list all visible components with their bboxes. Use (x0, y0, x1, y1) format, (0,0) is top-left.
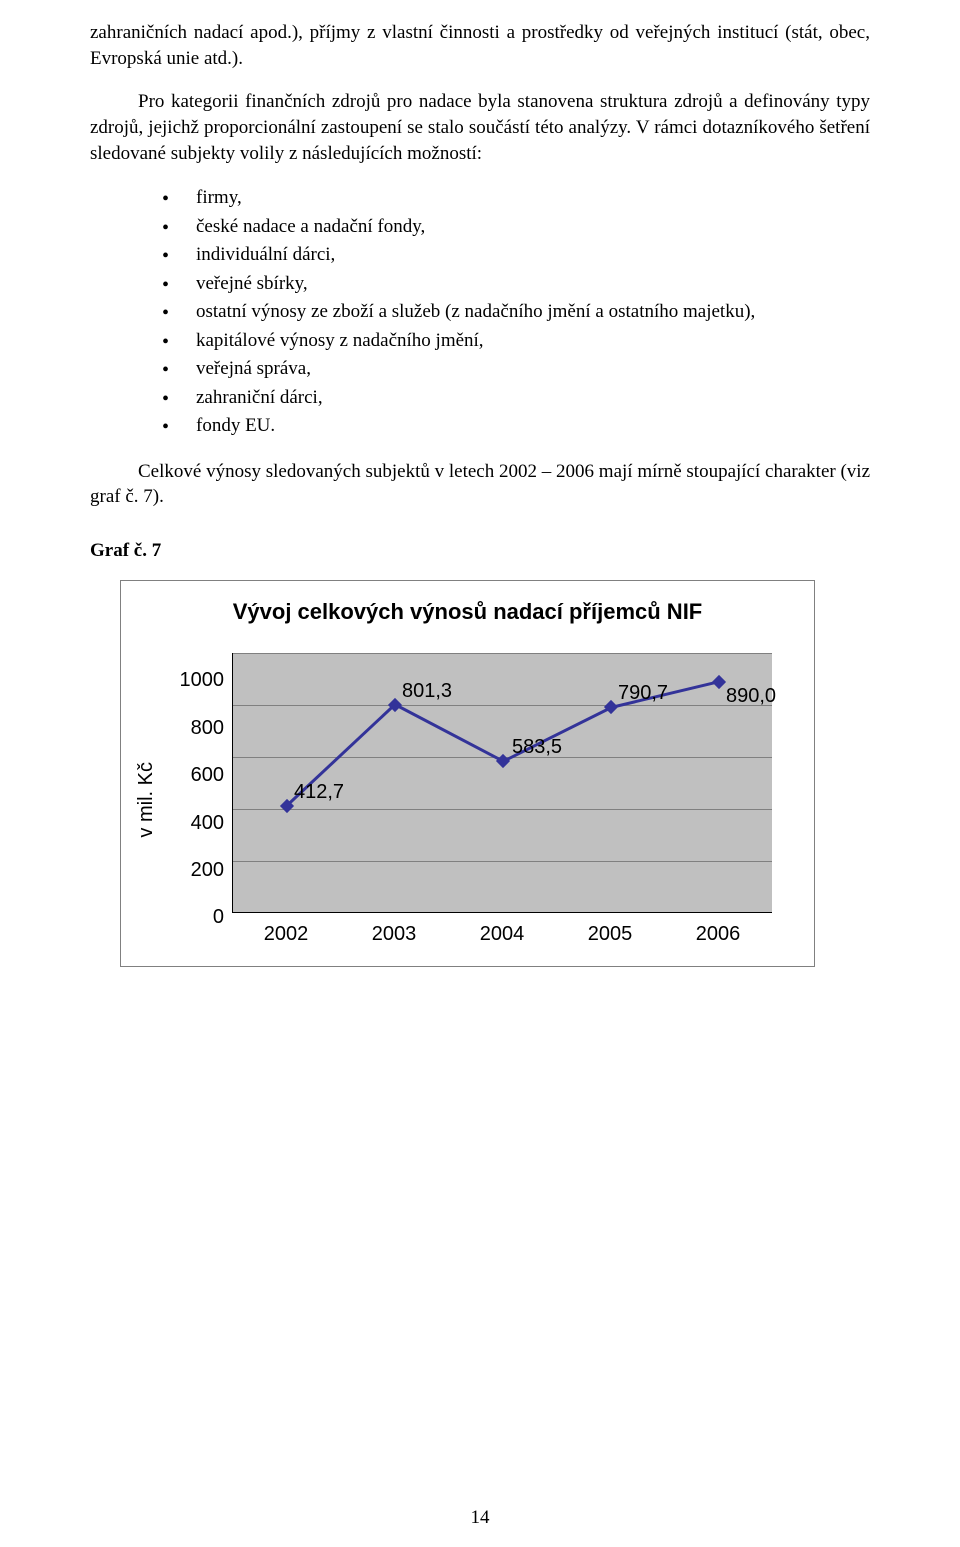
chart-y-tick-label: 800 (191, 717, 224, 740)
list-item: zahraniční dárci, (162, 384, 870, 413)
page-number: 14 (0, 1507, 960, 1529)
list-item: ostatní výnosy ze zboží a služeb (z nada… (162, 298, 870, 327)
chart-y-tick-label: 600 (191, 764, 224, 787)
chart-data-label: 801,3 (402, 680, 452, 703)
bullet-list: firmy, české nadace a nadační fondy, ind… (90, 184, 870, 441)
chart-y-tick-label: 1000 (180, 669, 225, 692)
list-item: firmy, (162, 184, 870, 213)
chart-y-axis-label: v mil. Kč (129, 762, 164, 838)
list-item: české nadace a nadační fondy, (162, 213, 870, 242)
chart-heading: Graf č. 7 (90, 540, 870, 562)
chart-x-tick-label: 2004 (480, 923, 525, 946)
list-item: individuální dárci, (162, 241, 870, 270)
chart-x-tick-label: 2002 (264, 923, 309, 946)
chart-title: Vývoj celkových výnosů nadací příjemců N… (129, 599, 806, 625)
chart-y-tick-label: 0 (213, 906, 224, 929)
chart-plot-wrap: 412,7801,3583,5790,7890,0 20022003200420… (232, 653, 772, 946)
chart-gridline (233, 861, 772, 862)
chart-gridline (233, 809, 772, 810)
chart-x-tick-label: 2006 (696, 923, 741, 946)
chart-data-label: 583,5 (512, 736, 562, 759)
list-item: kapitálové výnosy z nadačního jmění, (162, 327, 870, 356)
list-item: veřejná správa, (162, 355, 870, 384)
chart-x-tick-label: 2003 (372, 923, 417, 946)
chart-frame: Vývoj celkových výnosů nadací příjemců N… (120, 580, 815, 967)
list-item: fondy EU. (162, 412, 870, 441)
list-item: veřejné sbírky, (162, 270, 870, 299)
paragraph-2: Pro kategorii finančních zdrojů pro nada… (90, 89, 870, 166)
chart-plot-area: 412,7801,3583,5790,7890,0 (232, 653, 772, 913)
chart-data-label: 890,0 (726, 685, 776, 708)
chart-y-tick-label: 400 (191, 812, 224, 835)
chart-body: v mil. Kč 1000 800 600 400 200 0 412,7 801,3 58… (129, 653, 806, 946)
chart-data-label: 412,7 (294, 781, 344, 804)
chart-x-tick-label: 2005 (588, 923, 633, 946)
chart-data-label: 790,7 (618, 682, 668, 705)
chart-x-axis-ticks: 2002 2003 2004 2005 2006 (232, 923, 772, 946)
chart-gridline (233, 705, 772, 706)
document-page: zahraničních nadací apod.), příjmy z vla… (0, 0, 960, 1547)
chart-y-axis-ticks: 1000 800 600 400 200 0 (164, 669, 232, 929)
paragraph-3: Celkové výnosy sledovaných subjektů v le… (90, 459, 870, 510)
paragraph-1: zahraničních nadací apod.), příjmy z vla… (90, 20, 870, 71)
chart-y-tick-label: 200 (191, 859, 224, 882)
chart-gridline (233, 653, 772, 654)
